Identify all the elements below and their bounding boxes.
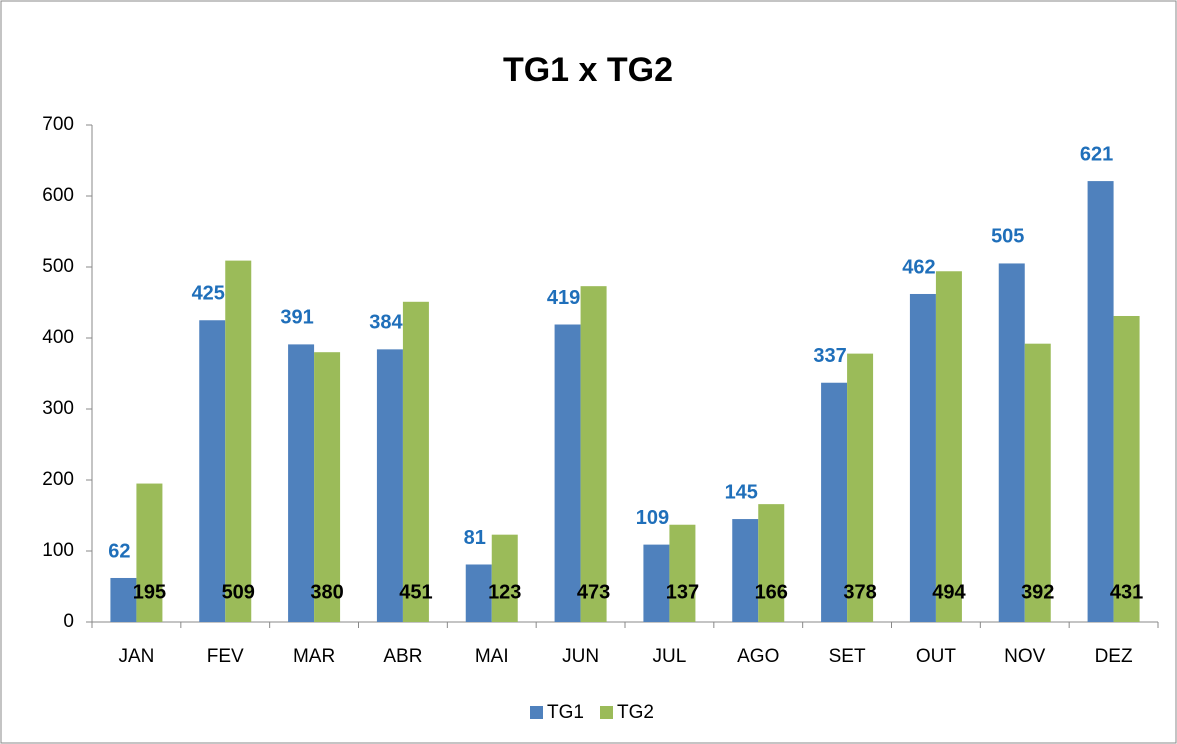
legend-label: TG1 <box>547 702 584 723</box>
bar <box>669 524 696 622</box>
bar <box>554 324 581 622</box>
x-tick-label: OUT <box>916 646 957 667</box>
bar <box>314 352 341 622</box>
data-label: 494 <box>932 581 966 603</box>
data-label: 462 <box>902 256 935 278</box>
data-label: 509 <box>222 581 255 603</box>
x-tick-label: NOV <box>1004 646 1046 667</box>
x-tick-label: MAR <box>293 646 335 667</box>
bar <box>199 320 226 622</box>
data-label: 137 <box>666 581 699 603</box>
y-tick-label: 700 <box>42 114 74 135</box>
data-label: 621 <box>1080 143 1113 165</box>
bar <box>909 293 936 622</box>
bar <box>821 382 848 622</box>
x-tick-label: JAN <box>118 646 154 667</box>
y-tick-label: 500 <box>42 256 74 277</box>
x-tick-label: SET <box>829 646 866 667</box>
bar <box>935 271 962 622</box>
data-label: 380 <box>310 581 343 603</box>
x-tick-label: MAI <box>475 646 509 667</box>
data-label: 81 <box>464 527 486 549</box>
bar <box>110 577 137 622</box>
bar <box>643 544 670 622</box>
data-label: 431 <box>1110 581 1143 603</box>
data-label: 473 <box>577 581 610 603</box>
data-label: 109 <box>636 507 669 529</box>
data-label: 337 <box>813 345 846 367</box>
y-tick-label: 400 <box>42 327 74 348</box>
bar <box>847 353 874 622</box>
x-tick-label: AGO <box>737 646 779 667</box>
data-label: 451 <box>399 581 432 603</box>
bar <box>1024 343 1051 622</box>
x-tick-label: JUN <box>562 646 599 667</box>
data-label: 391 <box>280 307 313 329</box>
data-label: 123 <box>488 581 521 603</box>
y-tick-label: 100 <box>42 540 74 561</box>
bar <box>1113 315 1140 622</box>
bar <box>288 344 315 622</box>
chart-title: TG1 x TG2 <box>503 51 673 89</box>
data-label: 195 <box>133 581 166 603</box>
bar <box>758 504 785 622</box>
data-label: 145 <box>725 481 758 503</box>
data-label: 505 <box>991 226 1024 248</box>
data-label: 384 <box>369 312 403 334</box>
bar <box>136 483 163 622</box>
legend-swatch <box>530 706 543 719</box>
data-label: 425 <box>192 283 225 305</box>
y-tick-label: 600 <box>42 185 74 206</box>
bar <box>998 263 1025 622</box>
x-tick-label: DEZ <box>1095 646 1133 667</box>
bar <box>225 260 252 622</box>
x-tick-label: JUL <box>653 646 687 667</box>
bar <box>376 349 403 622</box>
data-label: 378 <box>843 581 876 603</box>
y-tick-label: 0 <box>63 611 74 632</box>
x-tick-label: FEV <box>207 646 244 667</box>
legend-swatch <box>600 706 613 719</box>
bar <box>1087 181 1114 622</box>
data-label: 62 <box>108 540 130 562</box>
data-label: 419 <box>547 287 580 309</box>
y-tick-label: 200 <box>42 469 74 490</box>
bar <box>580 286 607 622</box>
bar <box>465 564 492 622</box>
y-tick-label: 300 <box>42 398 74 419</box>
bar <box>732 519 759 622</box>
data-label: 166 <box>755 581 788 603</box>
bar <box>491 534 518 622</box>
bar <box>402 301 429 622</box>
x-tick-label: ABR <box>383 646 422 667</box>
legend-label: TG2 <box>617 702 654 723</box>
data-label: 392 <box>1021 581 1054 603</box>
